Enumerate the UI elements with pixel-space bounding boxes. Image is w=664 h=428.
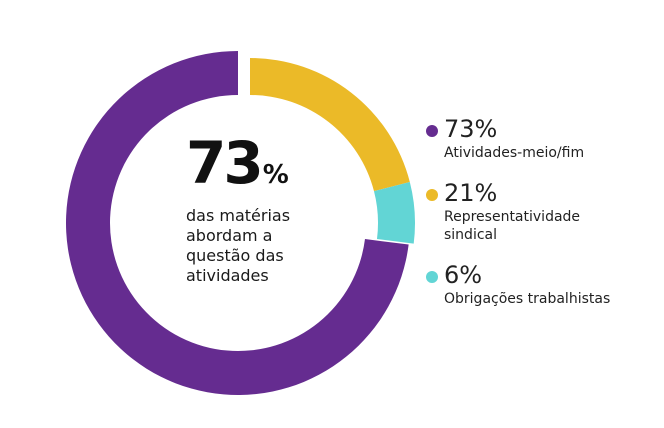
legend-swatch [426,271,438,283]
legend-label: Obrigações trabalhistas [444,291,611,307]
headline-percentage: 73% [186,134,356,204]
legend-value: 21% [444,179,498,207]
center-summary: 73% das matérias abordam a questão das a… [186,134,356,286]
donut-slice-1 [250,58,410,192]
legend-swatch [426,125,438,137]
headline-value: 73 [186,129,264,197]
legend-item: 21% Representatividade sindical [424,178,604,244]
legend-label: Atividades-meio/fim [444,145,585,161]
legend-item: 73% Atividades-meio/fim [424,114,584,162]
headline-description: das matérias abordam a questão das ativi… [186,206,291,285]
donut-slice-2 [373,181,415,244]
legend-swatch [426,189,438,201]
legend-label: Representatividade sindical [444,209,581,243]
legend-item: 6% Obrigações trabalhistas [424,260,610,308]
legend-value: 73% [444,115,498,143]
legend-value: 6% [444,261,483,289]
headline-unit: % [262,160,289,190]
donut-slices [66,51,415,395]
